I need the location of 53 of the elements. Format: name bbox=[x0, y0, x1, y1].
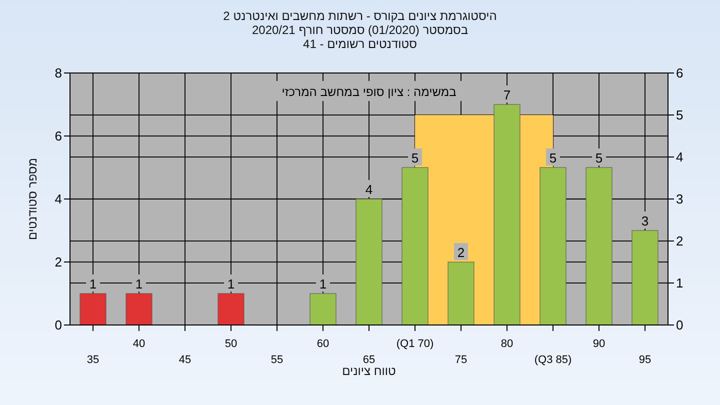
data-label: 7 bbox=[503, 88, 511, 102]
x-tick-label: 45 bbox=[178, 354, 192, 366]
data-label: 1 bbox=[89, 276, 97, 292]
x-tick-label: (Q3 85) bbox=[534, 354, 572, 366]
annotation: במשימה : ציון סופי במחשב המרכזי bbox=[282, 85, 456, 99]
x-tick-label: 90 bbox=[592, 338, 606, 350]
x-tick-label: 60 bbox=[316, 338, 330, 350]
x-tick-label: (Q1 70) bbox=[396, 338, 434, 350]
bar bbox=[310, 293, 336, 325]
y2-tick-label: 6 bbox=[676, 66, 684, 81]
bar bbox=[632, 230, 658, 325]
x-tick-label: 95 bbox=[638, 354, 652, 366]
x-tick-label: 75 bbox=[454, 354, 468, 366]
y-axis-title: מספר סטודנטים bbox=[25, 158, 40, 240]
data-label: 1 bbox=[319, 276, 327, 292]
text: סטודנטים רשומים - 41 bbox=[302, 37, 418, 51]
data-label: 1 bbox=[135, 276, 143, 292]
data-label: 5 bbox=[549, 150, 557, 166]
bar bbox=[540, 167, 566, 325]
bar bbox=[402, 167, 428, 325]
y2-tick-label: 3 bbox=[676, 192, 684, 207]
bar bbox=[356, 198, 382, 325]
bar bbox=[218, 293, 244, 325]
data-label: 5 bbox=[595, 150, 603, 166]
y-tick-label: 2 bbox=[54, 254, 62, 270]
y2-tick-label: 4 bbox=[676, 150, 684, 165]
y2-tick-label: 0 bbox=[676, 318, 684, 333]
x-tick-label: 40 bbox=[132, 338, 146, 350]
bar bbox=[80, 293, 106, 325]
bar bbox=[494, 104, 520, 325]
chart-title: היסטוגרמת ציונים בקורס - רשתות מחשבים ואינטרנט 2 bbox=[222, 9, 498, 23]
x-tick-label: 65 bbox=[362, 354, 376, 366]
bar bbox=[448, 262, 474, 325]
bar bbox=[126, 293, 152, 325]
chart-subtitle: בסמסטר (01/2020) סמסטר חורף 2020/21 bbox=[250, 23, 470, 37]
y-tick-label: 6 bbox=[54, 128, 62, 144]
x-tick-label: 35 bbox=[86, 354, 100, 366]
y-tick-label: 0 bbox=[54, 318, 62, 333]
data-label: 1 bbox=[227, 276, 235, 292]
data-label: 2 bbox=[457, 245, 465, 260]
y2-tick-label: 1 bbox=[676, 276, 684, 291]
y2-tick-label: 2 bbox=[676, 234, 684, 249]
x-axis-title: טווח ציונים bbox=[342, 364, 396, 378]
x-tick-label: 80 bbox=[500, 338, 514, 350]
bar bbox=[586, 167, 612, 325]
y2-tick-label: 5 bbox=[676, 108, 684, 123]
data-label: 4 bbox=[365, 182, 373, 197]
data-label: 5 bbox=[411, 150, 419, 166]
data-label: 3 bbox=[641, 214, 649, 228]
x-tick-label: 55 bbox=[270, 354, 284, 366]
x-tick-label: 50 bbox=[224, 338, 238, 350]
y-tick-label: 8 bbox=[54, 66, 62, 81]
y-tick-label: 4 bbox=[54, 192, 62, 207]
